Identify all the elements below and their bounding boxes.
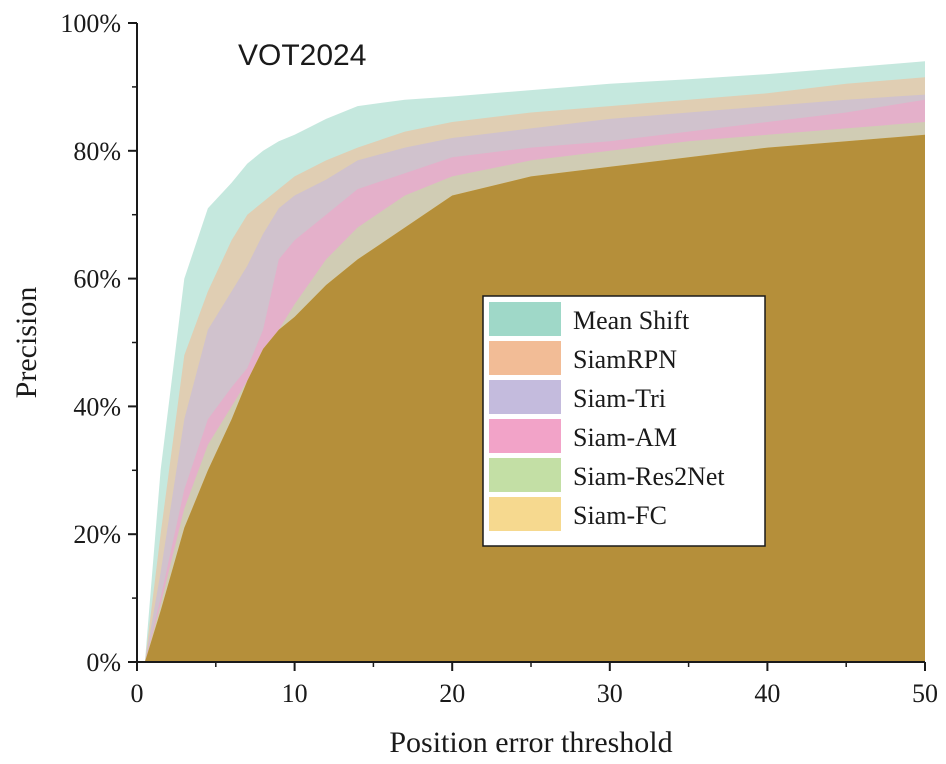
legend-item-siamrpn: SiamRPN xyxy=(489,341,677,375)
legend-swatch xyxy=(489,302,561,336)
legend-item-siam-res2net: Siam-Res2Net xyxy=(489,458,725,492)
x-axis-title: Position error threshold xyxy=(389,726,672,759)
legend-label: Siam-AM xyxy=(573,423,677,452)
legend-label: SiamRPN xyxy=(573,345,677,374)
y-tick-label: 100% xyxy=(60,9,121,38)
legend-item-siam-am: Siam-AM xyxy=(489,419,677,453)
x-tick-label: 30 xyxy=(597,679,623,708)
y-tick-label: 60% xyxy=(73,265,121,294)
y-ticks: 0% 20% 40% 60% 80% 100% xyxy=(60,9,137,677)
axes: 0 10 20 30 40 50 0% 20% 40% 60% 80% 100% xyxy=(60,9,938,708)
dataset-annotation: VOT2024 xyxy=(238,39,366,72)
legend-swatch xyxy=(489,458,561,492)
y-tick-label: 20% xyxy=(73,520,121,549)
legend-item-siam-tri: Siam-Tri xyxy=(489,380,666,414)
legend-swatch xyxy=(489,341,561,375)
legend-swatch xyxy=(489,380,561,414)
legend-label: Mean Shift xyxy=(573,306,690,335)
legend-swatch xyxy=(489,497,561,531)
legend-label: Siam-Res2Net xyxy=(573,462,725,491)
legend-label: Siam-Tri xyxy=(573,384,666,413)
y-tick-label: 0% xyxy=(86,648,121,677)
legend: Mean Shift SiamRPN Siam-Tri Siam-AM Siam-Res… xyxy=(482,295,766,547)
y-tick-label: 80% xyxy=(73,137,121,166)
x-tick-label: 40 xyxy=(754,679,780,708)
legend-items: Mean Shift SiamRPN Siam-Tri Siam-AM Siam-Res… xyxy=(489,302,725,531)
x-tick-label: 20 xyxy=(439,679,465,708)
legend-swatch xyxy=(489,419,561,453)
x-tick-label: 10 xyxy=(282,679,308,708)
x-tick-label: 0 xyxy=(131,679,144,708)
legend-label: Siam-FC xyxy=(573,501,667,530)
legend-item-mean-shift: Mean Shift xyxy=(489,302,690,336)
x-tick-label: 50 xyxy=(912,679,938,708)
legend-item-siam-fc: Siam-FC xyxy=(489,497,667,531)
y-tick-label: 40% xyxy=(73,392,121,421)
y-axis-title: Precision xyxy=(10,287,43,399)
x-ticks: 0 10 20 30 40 50 xyxy=(131,662,938,708)
